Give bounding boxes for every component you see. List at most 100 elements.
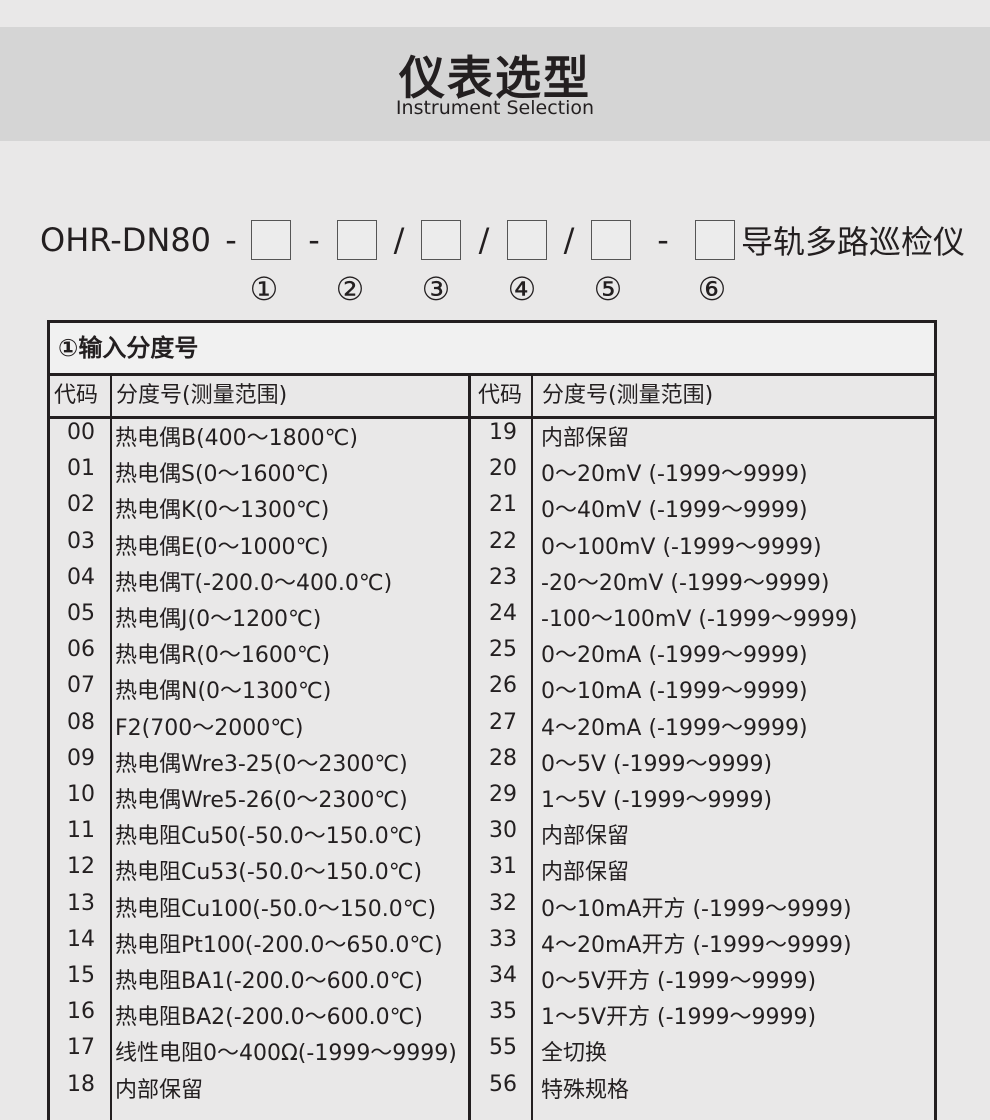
row-description: 热电阻BA2(-200.0～600.0℃) [115,1005,423,1031]
row-description: 4～20mA开方 (-1999～9999) [541,932,852,958]
row-description: 0～10mA开方 (-1999～9999) [541,896,852,922]
row-description: -100～100mV (-1999～9999) [541,607,858,632]
row-description: 0～20mA (-1999～9999) [541,643,808,669]
row-code: 24 [489,601,517,626]
separator: - [657,221,669,259]
row-description: -20～20mV (-1999～9999) [541,570,830,596]
row-description: 热电阻Pt100(-200.0～650.0℃) [115,932,443,958]
row-description: 全切换 [541,1041,608,1067]
model-code: OHR-DN80 - - / / / - 导轨多路巡检仪 [40,218,965,262]
row-description: 热电偶T(-200.0～400.0℃) [115,570,393,596]
row-code: 30 [489,818,517,844]
row-description: 内部保留 [541,860,630,886]
model-suffix: 导轨多路巡检仪 [741,223,966,261]
row-code: 27 [489,709,517,735]
option-box-4 [507,220,548,260]
row-code: 07 [67,673,95,699]
position-6: ⑥ [697,270,727,308]
row-description: 1～5V (-1999～9999) [541,788,773,813]
row-description: 热电偶Wre5-26(0～2300℃) [115,788,408,813]
header-band [0,27,990,141]
table-header-row: 代码 分度号(测量范围) 代码 分度号(测量范围) [50,376,934,419]
row-description: 热电偶E(0～1000℃) [115,534,329,560]
row-description: 热电阻Cu50(-50.0～150.0℃) [115,824,423,850]
row-description: 热电偶K(0～1300℃) [115,498,330,524]
row-code: 55 [489,1035,517,1061]
header-code: 代码 [478,383,523,408]
divider [110,376,112,1120]
row-code: 19 [489,420,517,445]
header-range: 分度号(测量范围) [116,383,288,408]
row-code: 25 [489,637,517,663]
row-code: 04 [67,564,95,590]
row-code: 09 [67,745,95,771]
row-description: 0～5V开方 (-1999～9999) [541,969,817,994]
row-description: F2(700～2000℃) [115,715,304,741]
row-code: 00 [67,420,95,445]
row-code: 10 [67,782,95,807]
row-description: 0～5V (-1999～9999) [541,751,773,777]
position-1: ① [249,270,279,308]
row-code: 35 [489,999,517,1025]
row-code: 18 [67,1071,95,1097]
position-2: ② [335,270,365,308]
row-description: 1～5V开方 (-1999～9999) [541,1005,817,1031]
option-box-2 [337,220,378,260]
row-code: 05 [67,601,95,626]
position-4: ④ [507,270,537,308]
option-box-5 [591,220,632,260]
row-code: 28 [489,745,517,771]
row-code: 32 [489,890,517,916]
option-box-6 [695,220,736,260]
row-description: 特殊规格 [541,1077,630,1103]
option-box-3 [421,220,462,260]
row-description: 内部保留 [541,824,630,850]
row-description: 0～100mV (-1999～9999) [541,534,822,560]
row-description: 线性电阻0～400Ω(-1999～9999) [115,1041,457,1067]
row-description: 热电阻BA1(-200.0～600.0℃) [115,969,423,994]
row-description: 热电偶N(0～1300℃) [115,679,332,705]
row-code: 26 [489,673,517,699]
row-code: 17 [67,1035,95,1061]
input-type-table: ①输入分度号 代码 分度号(测量范围) 代码 分度号(测量范围) 00 热电偶B(… [47,320,937,1120]
row-code: 08 [67,709,95,735]
row-code: 56 [489,1071,517,1097]
row-description: 热电偶J(0～1200℃) [115,607,322,632]
row-description: 热电阻Cu100(-50.0～150.0℃) [115,896,437,922]
row-code: 15 [67,963,95,988]
row-description: 0～20mV (-1999～9999) [541,462,808,488]
row-code: 12 [67,854,95,880]
row-code: 16 [67,999,95,1025]
row-description: 0～40mV (-1999～9999) [541,498,808,524]
row-code: 34 [489,963,517,988]
row-description: 内部保留 [115,1077,204,1103]
row-code: 23 [489,564,517,590]
separator: / [478,221,490,259]
option-box-1 [251,220,292,260]
divider [531,376,533,1120]
page-subtitle: Instrument Selection [395,97,595,119]
position-3: ③ [421,270,451,308]
separator: - [308,221,320,259]
row-code: 02 [67,492,95,518]
separator: - [225,221,237,259]
position-5: ⑤ [593,270,623,308]
table-title: ①输入分度号 [50,323,934,376]
row-code: 01 [67,456,95,482]
row-code: 29 [489,782,517,807]
divider [468,376,471,1120]
row-code: 13 [67,890,95,916]
row-code: 21 [489,492,517,518]
row-code: 31 [489,854,517,880]
row-code: 11 [67,818,95,844]
row-description: 0～10mA (-1999～9999) [541,679,808,705]
row-description: 内部保留 [541,426,630,451]
separator: / [563,221,575,259]
row-code: 22 [489,528,517,554]
separator: / [393,221,405,259]
row-description: 热电偶Wre3-25(0～2300℃) [115,751,408,777]
row-description: 热电偶R(0～1600℃) [115,643,331,669]
row-code: 14 [67,926,95,952]
row-code: 20 [489,456,517,482]
row-code: 06 [67,637,95,663]
